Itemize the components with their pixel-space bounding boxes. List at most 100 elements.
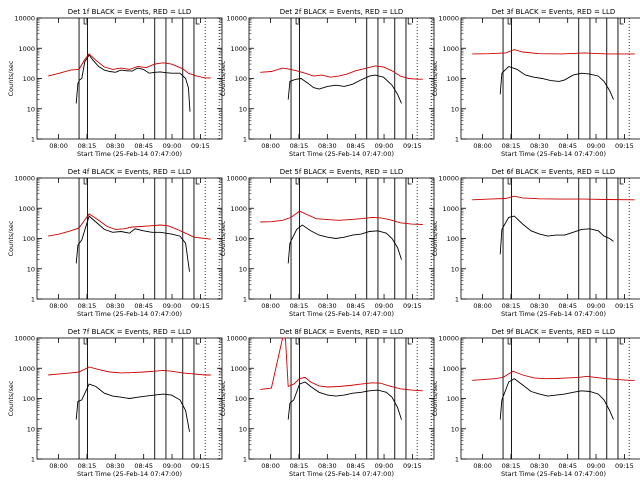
events-series-line [499,65,614,100]
x-tick-label: 09:15 [615,302,634,310]
panel-title: Det 8f BLACK = Events, RED = LLD [280,328,403,336]
x-tick-label: 09:00 [587,142,606,150]
x-axis-label: Start Time (25-Feb-14 07:47:00) [289,310,394,318]
events-series-line [75,383,190,432]
x-axis-label: Start Time (25-Feb-14 07:47:00) [77,310,182,318]
y-tick-label: 1000 [442,205,459,213]
y-tick-label: 100 [23,235,35,243]
x-tick-label: 08:45 [134,302,153,310]
x-tick-label: 08:00 [261,462,280,470]
y-tick-label: 1000 [18,205,35,213]
lld-series-line [48,366,211,376]
x-tick-label: 08:45 [346,462,365,470]
bracket-mark [83,18,88,25]
lld-series-line [260,210,423,225]
x-tick-label: 09:15 [403,462,422,470]
panel-title: Det 7f BLACK = Events, RED = LLD [68,328,191,336]
x-tick-label: 09:15 [191,142,210,150]
y-tick-label: 10 [27,105,35,113]
y-tick-label: 10 [451,425,459,433]
y-tick-label: 1000 [18,365,35,373]
bracket-mark [295,18,300,25]
x-tick-label: 08:45 [558,142,577,150]
x-tick-label: 09:15 [403,142,422,150]
x-tick-label: 08:15 [502,302,521,310]
x-axis-label: Start Time (25-Feb-14 07:47:00) [289,150,394,158]
y-tick-label: 10000 [226,335,247,343]
y-tick-label: 10000 [438,15,459,23]
bracket-mark [295,178,300,185]
x-tick-label: 08:30 [106,142,125,150]
x-tick-label: 09:15 [191,462,210,470]
x-tick-label: 08:15 [78,462,97,470]
bracket-mark [407,18,412,25]
x-tick-label: 09:00 [375,462,394,470]
bracket-mark [619,18,624,25]
x-tick-label: 09:00 [163,142,182,150]
x-tick-label: 09:00 [587,462,606,470]
x-tick-label: 08:15 [78,302,97,310]
bracket-mark [295,338,300,345]
y-tick-label: 1000 [18,45,35,53]
y-tick-label: 1000 [230,205,247,213]
y-tick-label: 1 [455,136,459,144]
detector-panel-5: Det 5f BLACK = Events, RED = LLD 1 10 100 10… [219,168,435,318]
y-tick-label: 10000 [438,175,459,183]
bracket-mark [407,178,412,185]
y-tick-label: 10 [27,265,35,273]
y-tick-label: 1 [455,296,459,304]
y-tick-label: 1 [243,136,247,144]
x-tick-label: 09:00 [375,302,394,310]
detector-panel-4: Det 4f BLACK = Events, RED = LLD 1 10 100 10… [7,168,223,318]
lld-series-line [472,195,635,201]
x-tick-label: 08:45 [558,302,577,310]
x-tick-label: 09:15 [615,462,634,470]
y-axis-label: Counts/sec [219,60,227,96]
x-tick-label: 08:30 [106,462,125,470]
y-axis-label: Counts/sec [7,220,15,256]
x-tick-label: 08:30 [318,142,337,150]
bracket-mark [507,18,512,25]
detector-panel-9: Det 9f BLACK = Events, RED = LLD 1 10 100 10… [431,328,640,478]
panel-title: Det 1f BLACK = Events, RED = LLD [68,8,191,16]
x-tick-label: 08:30 [318,302,337,310]
lld-series-line [260,337,423,392]
y-axis-label: Counts/sec [7,380,15,416]
y-tick-label: 10 [27,425,35,433]
bracket-mark [619,178,624,185]
y-tick-label: 100 [23,75,35,83]
lld-series-line [48,53,211,79]
x-tick-label: 08:30 [530,142,549,150]
bracket-mark [507,338,512,345]
y-axis-label: Counts/sec [7,60,15,96]
x-tick-label: 08:30 [106,302,125,310]
lld-series-line [472,370,635,381]
y-tick-label: 10 [239,265,247,273]
y-tick-label: 100 [235,395,247,403]
panel-title: Det 3f BLACK = Events, RED = LLD [492,8,615,16]
events-series-line [499,215,614,255]
y-tick-label: 1 [31,456,35,464]
events-series-line [287,224,402,264]
x-tick-label: 08:15 [78,142,97,150]
y-tick-label: 1000 [442,45,459,53]
x-tick-label: 08:15 [502,462,521,470]
y-tick-label: 1000 [442,365,459,373]
y-tick-label: 10000 [14,15,35,23]
panel-title: Det 5f BLACK = Events, RED = LLD [280,168,403,176]
bracket-mark [83,178,88,185]
y-tick-label: 1 [31,296,35,304]
y-tick-label: 10 [451,105,459,113]
x-tick-label: 08:30 [530,302,549,310]
plot-frame [460,17,640,140]
x-axis-label: Start Time (25-Feb-14 07:47:00) [501,310,606,318]
x-tick-label: 08:00 [261,302,280,310]
panel-title: Det 2f BLACK = Events, RED = LLD [280,8,403,16]
lld-series-line [48,213,211,240]
y-tick-label: 100 [447,75,459,83]
detector-panel-7: Det 7f BLACK = Events, RED = LLD 1 10 100 10… [7,328,223,478]
x-tick-label: 08:00 [49,142,68,150]
detector-panel-6: Det 6f BLACK = Events, RED = LLD 1 10 100 10… [431,168,640,318]
bracket-mark [407,338,412,345]
